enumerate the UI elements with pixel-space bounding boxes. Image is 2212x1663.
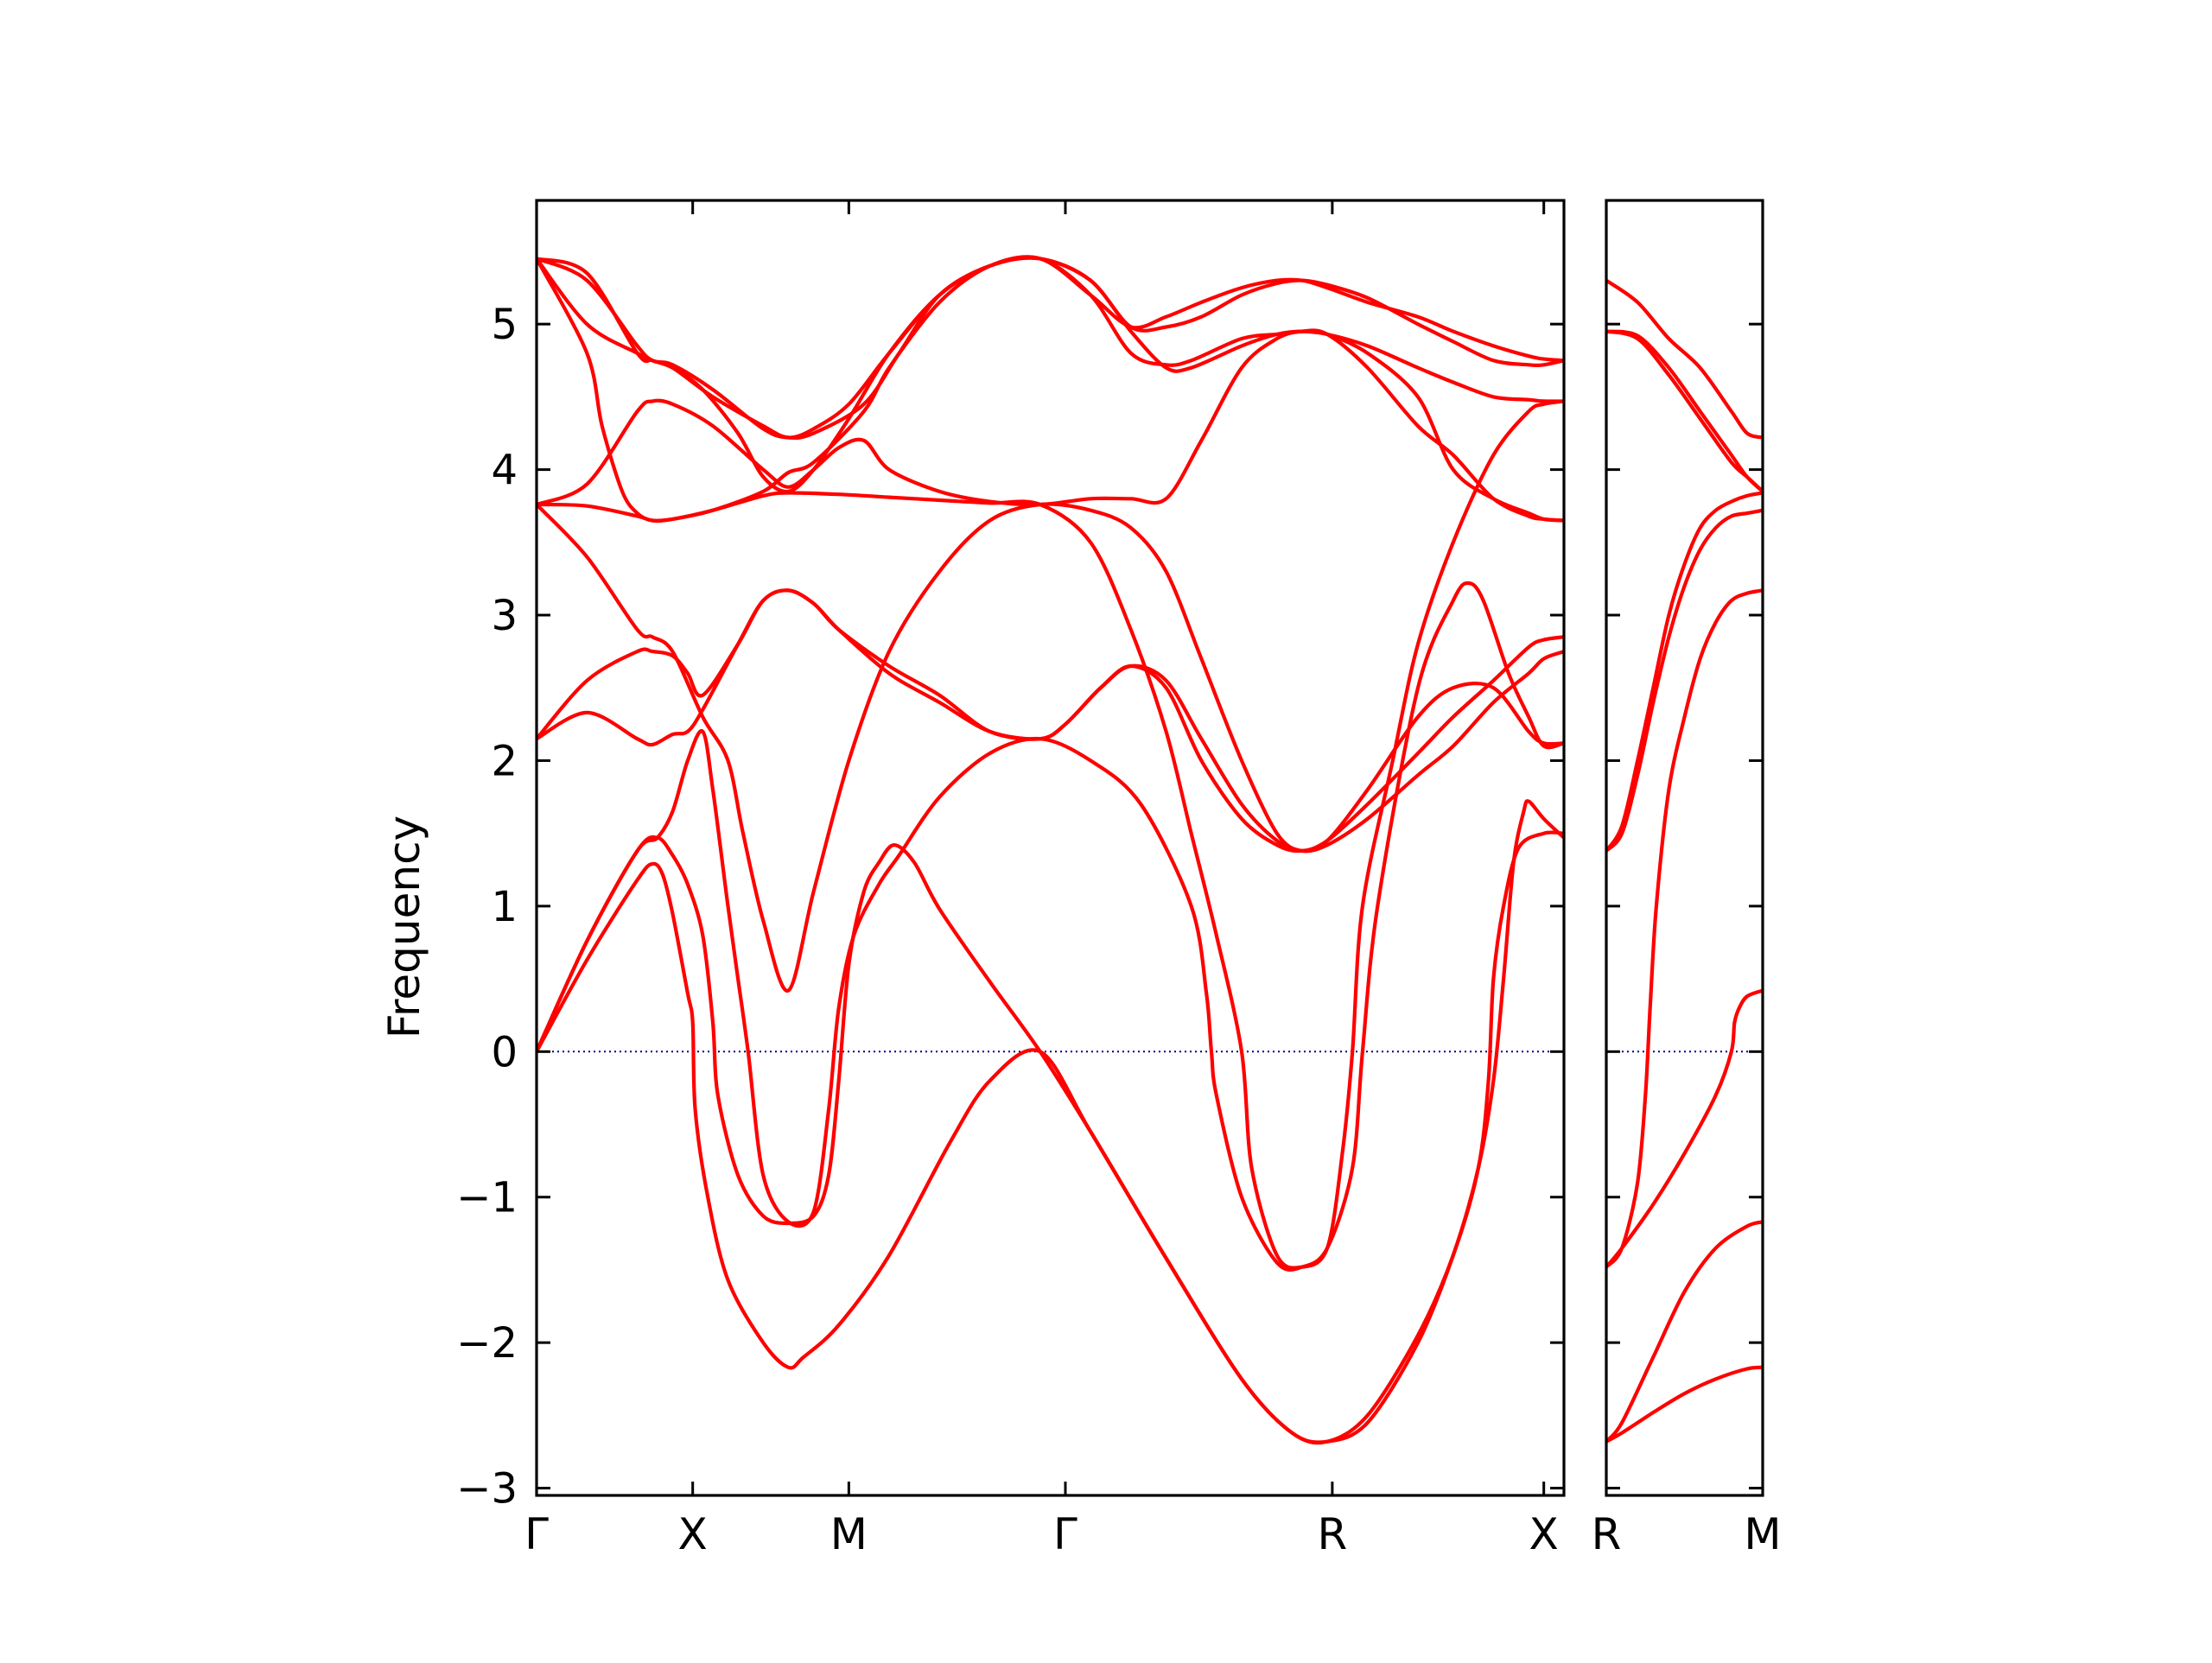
band-line-7 [1606,988,1763,1269]
band-line-6 [537,502,1564,993]
band-line-2 [1606,329,1763,493]
y-axis-label: Frequency [379,816,429,1038]
bands-side [1606,278,1763,1444]
band-line-3 [1606,329,1763,493]
band-line-11 [537,255,1564,440]
band-line-4 [1606,491,1763,853]
band-line-3 [537,581,1564,1273]
panel-frame [1605,199,1764,1497]
y-tick-label: 3 [491,592,518,640]
y-tick-label: 0 [491,1028,518,1076]
x-tick-label: X [678,1509,708,1559]
panel-frame [535,199,1566,1497]
y-tick-label: −1 [456,1174,518,1222]
panel-main: −3 −2 −1 0 1 2 3 4 5 Γ X M Γ R X [456,199,1566,1559]
band-line-1 [537,799,1564,1444]
band-line-8 [1606,1220,1763,1444]
x-tick-label: R [1318,1509,1348,1559]
band-line-9 [1606,1365,1763,1444]
y-tick-label: 2 [491,737,518,785]
band-line-12 [537,256,1564,441]
band-line-1 [1606,278,1763,440]
bands-main [537,255,1564,1445]
x-tick-label: Γ [524,1509,549,1559]
y-tick-label: 1 [491,883,518,931]
y-tick-label: −3 [456,1465,518,1514]
y-tick-label: 4 [491,447,518,495]
band-line-5 [1606,508,1763,853]
band-line-2 [537,830,1564,1445]
band-line-7 [537,328,1564,523]
x-tick-label: X [1529,1509,1559,1559]
y-tick-label: −2 [456,1319,518,1368]
x-tick-label: Γ [1053,1509,1077,1559]
y-tick-label: 5 [491,301,518,349]
x-tick-label: M [830,1509,868,1559]
band-line-10 [537,255,1564,524]
band-line-5 [537,588,1564,854]
x-tick-label: R [1592,1509,1622,1559]
band-line-8 [537,399,1564,1270]
band-line-6 [1606,588,1763,1269]
x-tick-label: M [1744,1509,1781,1559]
